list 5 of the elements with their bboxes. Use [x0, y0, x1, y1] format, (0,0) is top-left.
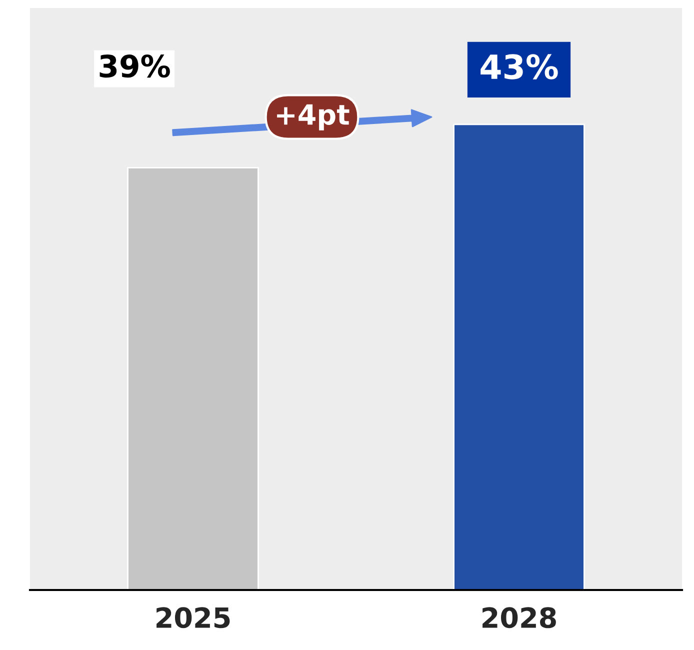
- data-label: 43%: [480, 54, 558, 80]
- x-tick-label: 2025: [156, 607, 230, 628]
- annotation: +4pt: [277, 104, 350, 130]
- data-label: 39%: [100, 54, 170, 78]
- x-tick-label: 2028: [482, 607, 556, 628]
